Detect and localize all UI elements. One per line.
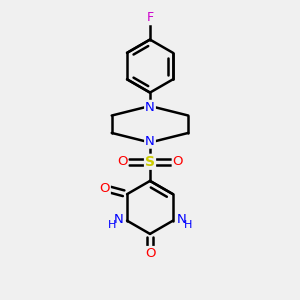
Text: H: H [184,220,192,230]
Text: N: N [145,101,155,114]
Text: S: S [145,155,155,169]
Text: N: N [176,213,186,226]
Text: O: O [145,247,155,260]
Text: F: F [146,11,154,24]
Text: N: N [145,135,155,148]
Text: O: O [117,155,127,168]
Text: N: N [114,213,124,226]
Text: H: H [108,220,116,230]
Text: O: O [173,155,183,168]
Text: O: O [100,182,110,195]
